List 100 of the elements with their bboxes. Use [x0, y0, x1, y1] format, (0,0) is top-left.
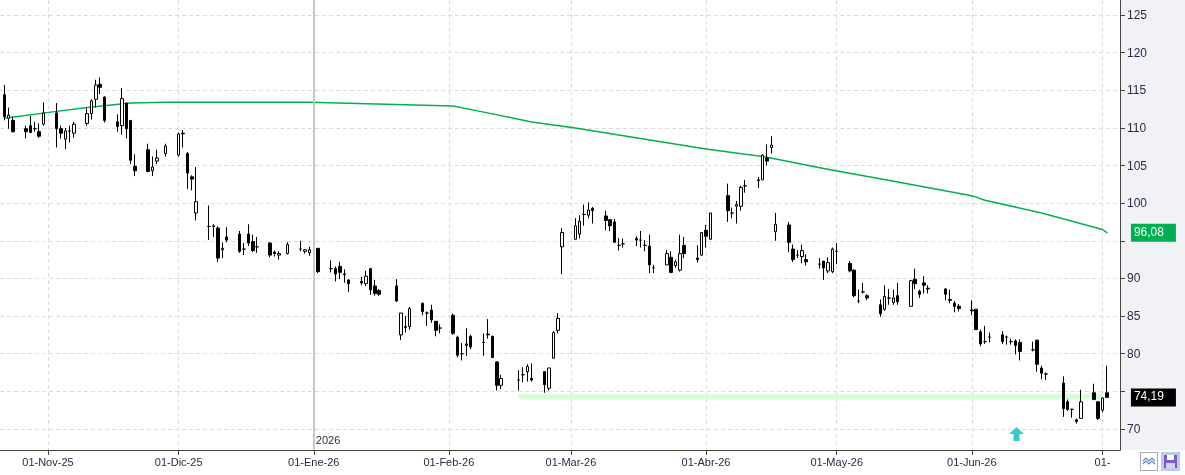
x-tick-label: 01-Ene-26 [288, 455, 340, 468]
candlestick [1018, 338, 1022, 361]
y-tick-label: 70 [1127, 421, 1141, 436]
candlestick [194, 166, 198, 221]
candlestick [979, 329, 982, 347]
candlestick [465, 327, 468, 357]
candlestick [486, 318, 490, 340]
y-tick-label: 105 [1127, 158, 1148, 173]
x-tick-label: 01-Abr-26 [681, 455, 731, 468]
candlestick [225, 226, 228, 243]
candlestick [835, 242, 838, 265]
candlestick [1040, 365, 1043, 380]
candlestick [491, 335, 494, 359]
ref-line-label: 2026 [315, 433, 341, 446]
x-tick-label: 01-Jun-26 [947, 455, 997, 468]
candlestick [1075, 417, 1078, 425]
candlestick [591, 206, 594, 224]
candlestick [896, 282, 899, 306]
candlestick [865, 293, 869, 301]
candlestick [37, 122, 41, 139]
y-tick-label: 100 [1127, 196, 1148, 211]
candlestick [482, 332, 485, 357]
candlestick [421, 302, 424, 316]
candlestick [434, 320, 438, 337]
candlestick [1062, 375, 1065, 418]
candlestick [216, 226, 220, 263]
x-tick-label: 01-Nov-25 [22, 455, 74, 468]
candlestick [164, 143, 167, 158]
candlestick [399, 312, 403, 341]
candlestick [338, 261, 342, 280]
candlestick [268, 241, 272, 258]
x-tick-label: 01-Feb-26 [423, 455, 475, 468]
candlestick [574, 217, 577, 240]
candlestick [582, 204, 586, 227]
candlestick [800, 244, 804, 264]
candlestick [774, 212, 777, 242]
candlestick [922, 275, 926, 294]
candlestick [957, 303, 961, 313]
candlestick [11, 116, 15, 133]
y-tick-label: 120 [1127, 45, 1148, 60]
candlestick [526, 363, 529, 383]
annotation: 74,19 [1133, 389, 1165, 404]
candlestick [604, 210, 608, 231]
candlestick [578, 214, 581, 240]
candlestick [155, 149, 159, 165]
candlestick [918, 289, 921, 299]
candlestick [456, 335, 459, 358]
candlestick [517, 369, 520, 392]
candlestick [395, 278, 398, 303]
y-tick-label: 110 [1127, 120, 1147, 135]
candlestick [791, 244, 795, 263]
candlestick [770, 135, 773, 155]
candlestick [495, 360, 499, 392]
candlestick [94, 79, 98, 109]
y-tick-label: 115 [1127, 83, 1147, 98]
candlestick [521, 366, 525, 383]
line-series [3, 101, 1108, 234]
y-tick-label: 85 [1127, 309, 1141, 324]
candlestick [617, 237, 621, 252]
candlestick [451, 313, 455, 336]
candlestick [133, 153, 137, 177]
candlestick [343, 268, 346, 284]
candlestick [530, 362, 533, 383]
candlestick [286, 241, 289, 255]
candlestick [556, 312, 560, 334]
candlestick [277, 250, 281, 261]
candlestick [887, 288, 891, 306]
candlestick [552, 330, 555, 359]
y-tick-label: 80 [1127, 346, 1141, 361]
candlestick [72, 121, 76, 139]
candlestick [726, 183, 730, 223]
y-tick-label: 90 [1127, 271, 1141, 286]
candlestick [1001, 330, 1004, 345]
x-tick-label: 01- [1094, 455, 1111, 468]
x-tick-label: 01-Mar-26 [545, 455, 597, 468]
candlestick [1079, 389, 1083, 419]
candlestick [983, 325, 987, 345]
candlestick [669, 250, 673, 274]
candlestick [347, 278, 350, 293]
candlestick [146, 143, 150, 173]
candlestick [560, 227, 564, 275]
candlestick [1035, 339, 1039, 373]
candlestick [648, 234, 651, 274]
candlestick [547, 367, 551, 392]
candlestick [948, 289, 952, 304]
candlestick [696, 244, 699, 264]
candlestick [639, 230, 642, 249]
candlestick [944, 287, 947, 301]
candlestick [255, 236, 259, 254]
candlestick [430, 304, 433, 324]
candlestick [787, 221, 791, 253]
candlestick [316, 247, 320, 274]
candlestick [186, 151, 189, 190]
candlestick [42, 101, 45, 127]
candlestick [635, 235, 638, 247]
candlestick [678, 234, 682, 273]
candlestick [408, 306, 411, 331]
candlestick [1092, 383, 1096, 401]
candlestick [103, 95, 106, 124]
candlestick [242, 242, 246, 256]
